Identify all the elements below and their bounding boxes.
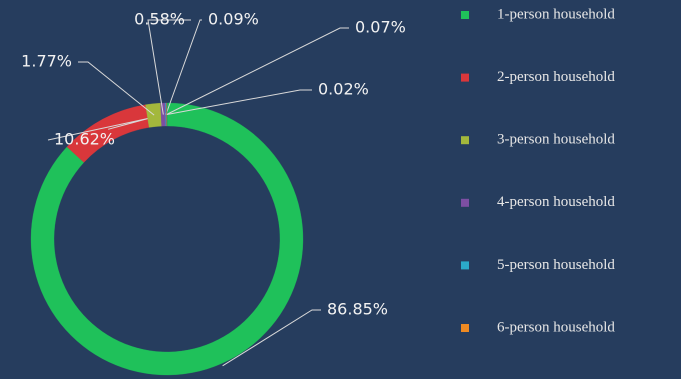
- legend-swatch: [461, 11, 469, 19]
- legend-label: 5-person household: [497, 257, 615, 273]
- data-label: 10.62%: [54, 130, 115, 149]
- data-label: 0.58%: [134, 10, 185, 29]
- legend-label: 2-person household: [497, 69, 615, 85]
- legend-label: 6-person household: [497, 319, 615, 335]
- data-label: 86.85%: [327, 300, 388, 319]
- legend-label: 4-person household: [497, 194, 615, 210]
- data-label: 0.02%: [318, 80, 369, 99]
- legend-swatch: [461, 261, 469, 270]
- leader-line: [78, 61, 155, 116]
- legend-swatch: [461, 324, 469, 332]
- data-label: 0.09%: [208, 10, 259, 29]
- leader-line: [166, 89, 312, 115]
- leader-line: [165, 19, 202, 115]
- legend-label: 1-person household: [497, 6, 615, 22]
- legend-swatch: [461, 198, 469, 207]
- leader-line: [166, 27, 349, 115]
- leader-line: [222, 309, 321, 367]
- data-label: 0.07%: [355, 18, 406, 37]
- legend-swatch: [461, 136, 469, 145]
- data-label: 1.77%: [21, 52, 72, 71]
- leader-line: [147, 19, 191, 115]
- legend-label: 3-person household: [497, 132, 615, 148]
- slice: [30, 102, 304, 376]
- legend-swatch: [461, 73, 469, 82]
